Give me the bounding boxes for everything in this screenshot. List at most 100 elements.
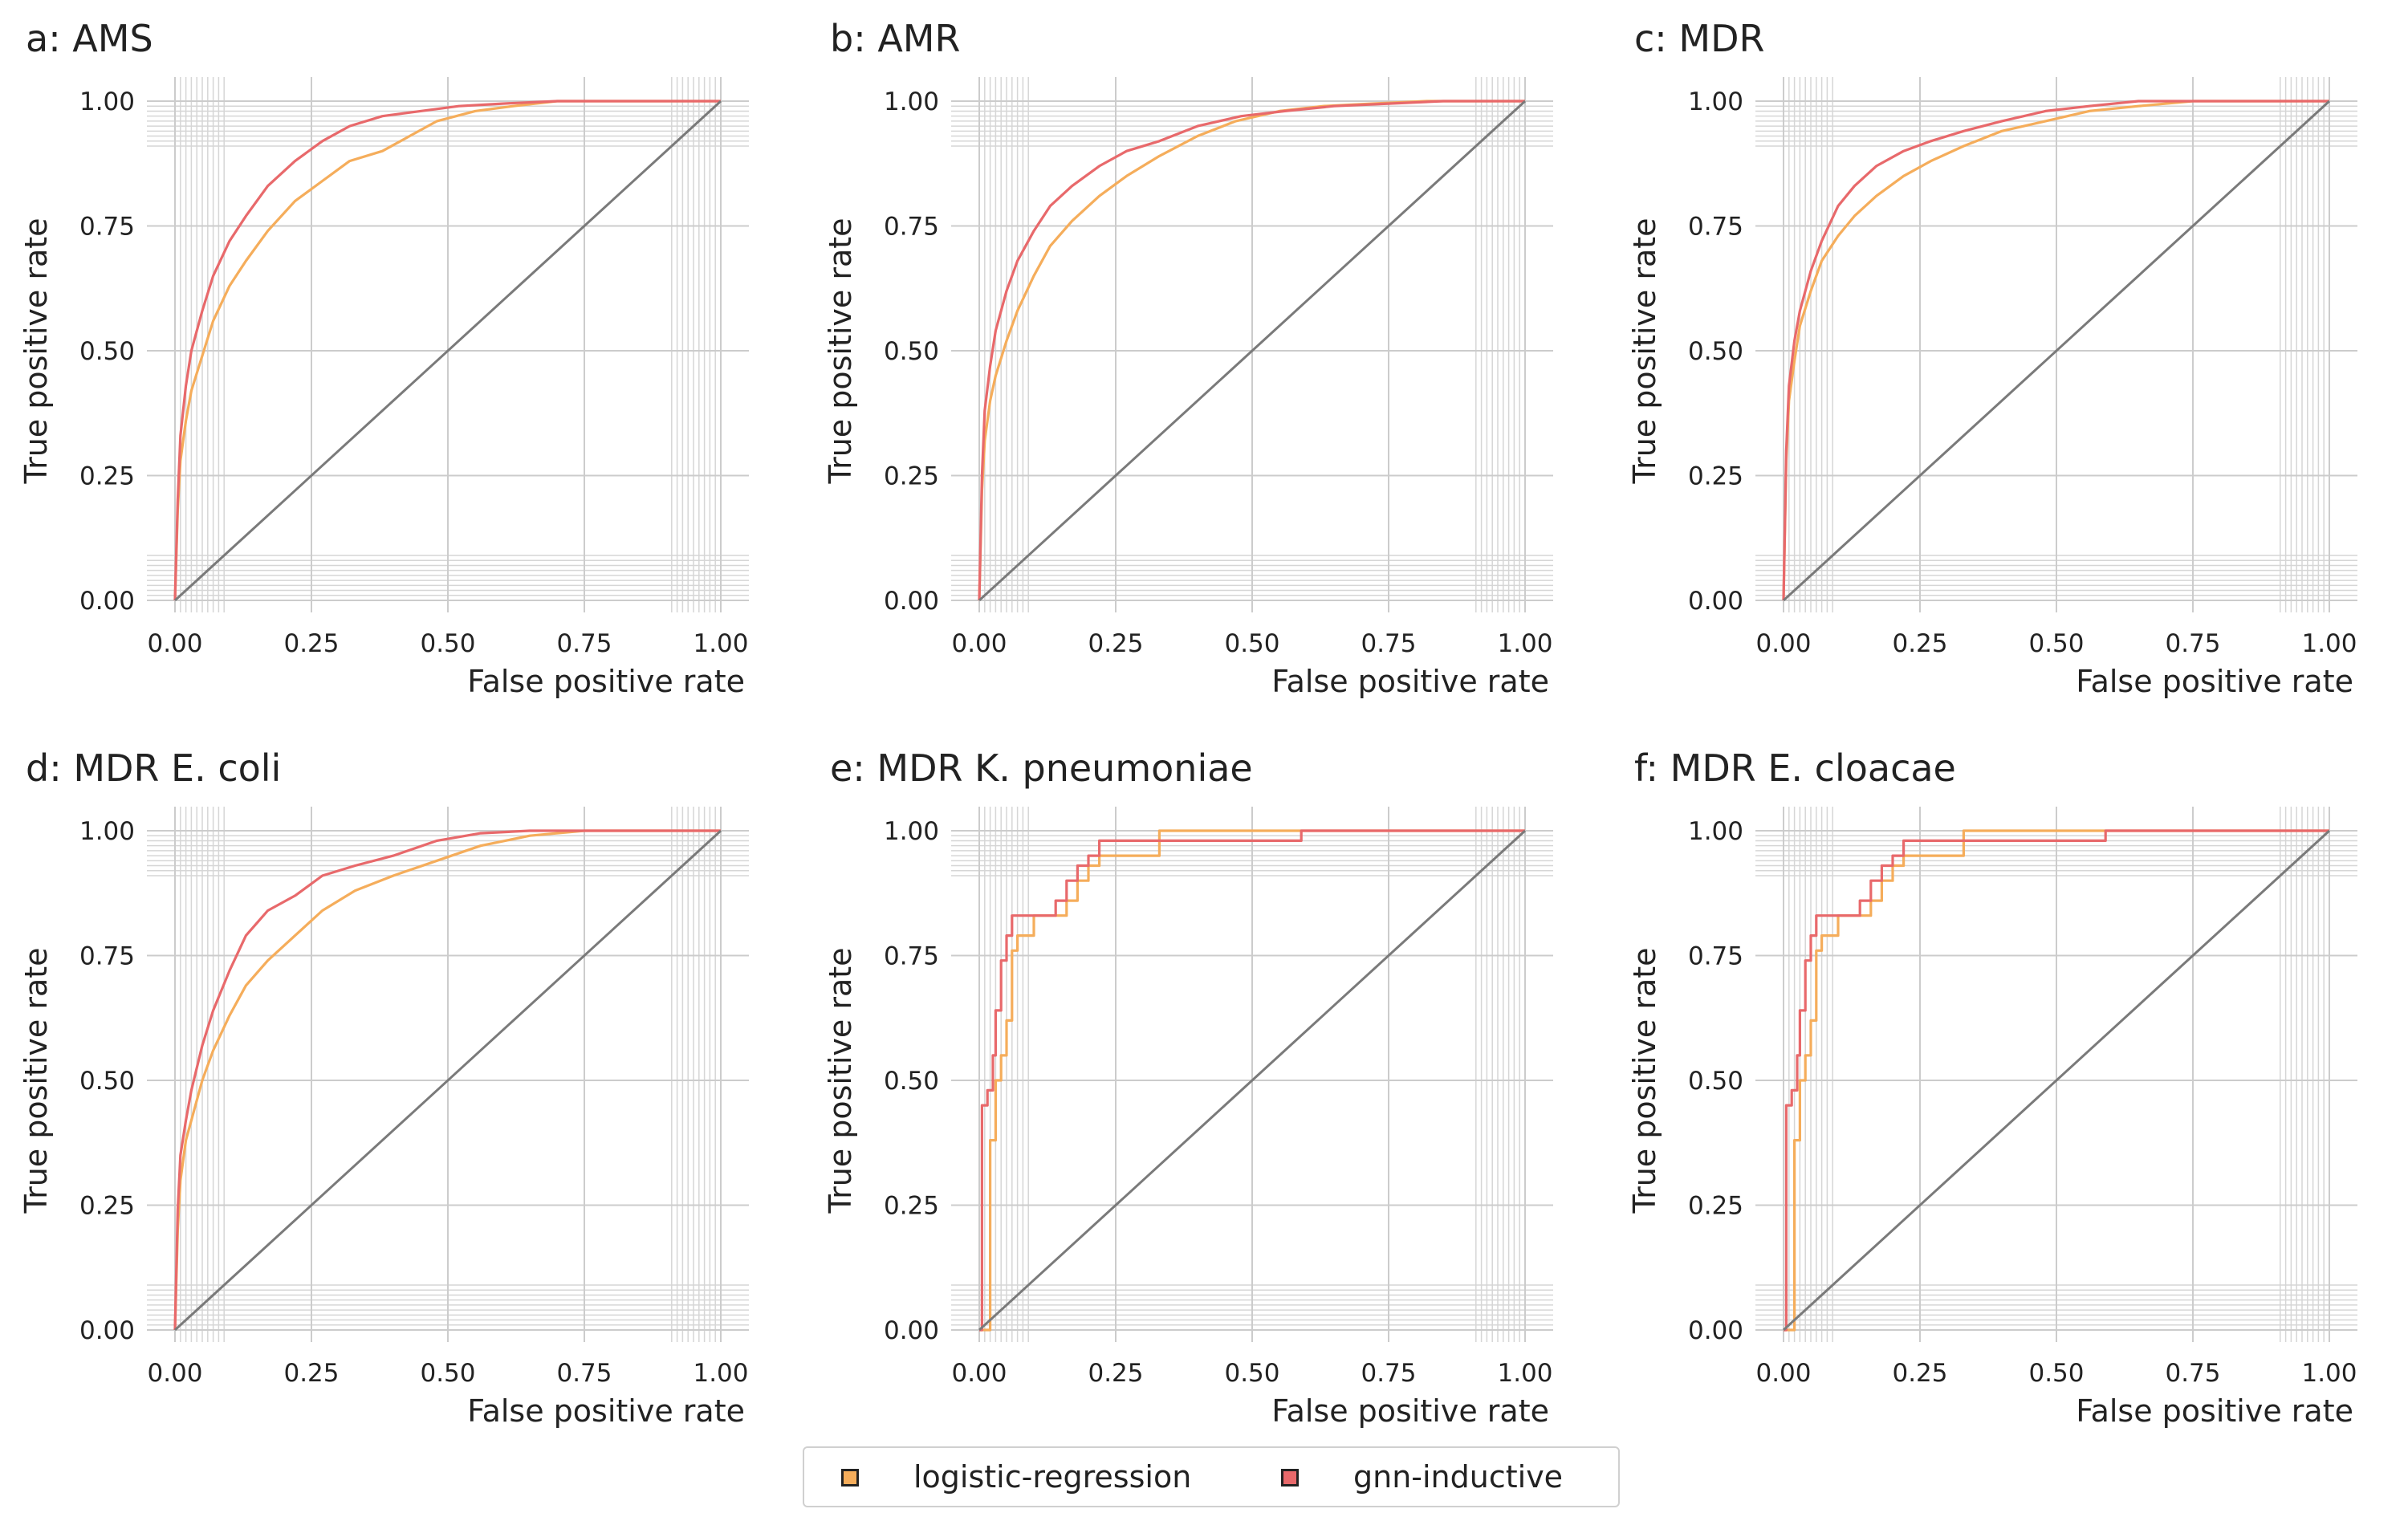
series-gnn-inductive	[173, 100, 721, 601]
y-tick-label: 0.00	[1688, 1316, 1743, 1345]
panel-title: f: MDR E. cloacae	[1634, 746, 1956, 790]
x-tick-label: 0.25	[283, 629, 339, 658]
x-tick-label: 1.00	[693, 629, 748, 658]
y-tick-label: 0.75	[1688, 213, 1743, 242]
x-tick-label: 1.00	[693, 1359, 748, 1388]
x-tick-label: 0.50	[1224, 1359, 1279, 1388]
x-tick-label: 1.00	[1497, 1359, 1552, 1388]
y-tick-label: 0.00	[884, 587, 939, 616]
y-tick-label: 0.75	[79, 942, 135, 971]
y-tick-label: 1.00	[1688, 817, 1743, 846]
x-tick-label: 0.25	[1892, 1359, 1947, 1388]
y-tick-label: 0.25	[79, 462, 135, 491]
x-tick-label: 0.25	[283, 1359, 339, 1388]
x-axis-label: False positive rate	[2076, 1393, 2353, 1429]
series-gnn-inductive	[1784, 829, 2329, 1332]
panel-f: 0.00 0.25 0.50 0.75 1.00 0.00 0.25 0.50 0.75 1.00…	[1627, 746, 2357, 1429]
x-tick-label: 0.25	[1892, 629, 1947, 658]
y-tick-label: 0.00	[79, 587, 135, 616]
series-gnn-inductive	[978, 100, 1525, 601]
diagonal-reference-line	[173, 829, 722, 1332]
panel-title: a: AMS	[26, 17, 153, 60]
x-tick-label: 0.00	[147, 629, 202, 658]
legend: logistic-regression gnn-inductive	[803, 1446, 1620, 1507]
panel-title: b: AMR	[830, 17, 960, 60]
x-tick-label: 0.50	[420, 629, 475, 658]
x-tick-label: 0.75	[2165, 629, 2220, 658]
x-axis-label: False positive rate	[1271, 664, 1549, 699]
y-tick-label: 1.00	[1688, 87, 1743, 116]
series-logistic-regression	[1784, 829, 2329, 1332]
panel-e: 0.00 0.25 0.50 0.75 1.00 0.00 0.25 0.50 0.75 1.00…	[823, 746, 1553, 1429]
x-tick-label: 0.75	[556, 629, 612, 658]
diagonal-reference-line	[173, 100, 722, 602]
y-tick-label: 0.25	[884, 1192, 939, 1221]
y-tick-label: 0.00	[79, 1316, 135, 1345]
diagonal-reference-line	[978, 100, 1527, 602]
legend-label-gnn-inductive: gnn-inductive	[1353, 1459, 1564, 1495]
y-tick-label: 0.25	[1688, 462, 1743, 491]
x-tick-label: 0.50	[2028, 629, 2084, 658]
y-tick-label: 1.00	[884, 87, 939, 116]
y-tick-label: 1.00	[884, 817, 939, 846]
x-tick-label: 0.75	[1361, 1359, 1416, 1388]
x-tick-label: 1.00	[2301, 1359, 2357, 1388]
legend-label-logistic-regression: logistic-regression	[913, 1459, 1192, 1495]
x-tick-label: 0.50	[2028, 1359, 2084, 1388]
y-axis-label: True positive rate	[823, 218, 858, 484]
y-tick-label: 0.75	[1688, 942, 1743, 971]
x-tick-label: 0.00	[1755, 629, 1811, 658]
x-tick-label: 0.00	[147, 1359, 202, 1388]
y-tick-label: 0.75	[884, 942, 939, 971]
series-gnn-inductive	[173, 829, 721, 1331]
x-tick-label: 1.00	[1497, 629, 1552, 658]
y-tick-label: 0.25	[79, 1192, 135, 1221]
legend-swatch-logistic-regression	[841, 1469, 859, 1486]
x-tick-label: 0.25	[1088, 629, 1143, 658]
y-axis-label: True positive rate	[823, 947, 858, 1214]
x-tick-label: 0.00	[951, 1359, 1007, 1388]
y-tick-label: 0.25	[1688, 1192, 1743, 1221]
y-tick-label: 0.25	[884, 462, 939, 491]
panel-title: d: MDR E. coli	[26, 746, 281, 790]
panel-d: 0.00 0.25 0.50 0.75 1.00 0.00 0.25 0.50 0.75 1.00…	[18, 746, 749, 1429]
y-tick-label: 1.00	[79, 817, 135, 846]
y-axis-label: True positive rate	[1627, 218, 1662, 484]
x-axis-label: False positive rate	[467, 1393, 745, 1429]
series-gnn-inductive	[979, 829, 1525, 1332]
x-tick-label: 0.75	[2165, 1359, 2220, 1388]
legend-swatch-gnn-inductive	[1281, 1469, 1299, 1486]
x-axis-label: False positive rate	[467, 664, 745, 699]
y-tick-label: 0.50	[79, 1067, 135, 1096]
panel-a: 0.00 0.25 0.50 0.75 1.00 0.00 0.25 0.50 0.75 1.00…	[18, 17, 749, 699]
x-tick-label: 0.25	[1088, 1359, 1143, 1388]
y-tick-label: 0.00	[884, 1316, 939, 1345]
series-logistic-regression	[979, 829, 1525, 1332]
diagonal-reference-line	[978, 829, 1527, 1332]
y-tick-label: 0.50	[79, 337, 135, 366]
y-tick-label: 0.50	[1688, 1067, 1743, 1096]
x-tick-label: 0.00	[951, 629, 1007, 658]
series-logistic-regression	[1782, 100, 2329, 601]
x-tick-label: 0.75	[556, 1359, 612, 1388]
x-tick-label: 0.50	[1224, 629, 1279, 658]
diagonal-reference-line	[1782, 829, 2331, 1332]
panel-title: e: MDR K. pneumoniae	[830, 746, 1253, 790]
series-logistic-regression	[173, 829, 721, 1331]
y-tick-label: 0.50	[884, 1067, 939, 1096]
y-axis-label: True positive rate	[18, 947, 54, 1214]
x-axis-label: False positive rate	[2076, 664, 2353, 699]
y-tick-label: 0.50	[884, 337, 939, 366]
y-tick-label: 0.75	[79, 213, 135, 242]
x-tick-label: 0.50	[420, 1359, 475, 1388]
panel-b: 0.00 0.25 0.50 0.75 1.00 0.00 0.25 0.50 0.75 1.00…	[823, 17, 1553, 699]
y-tick-label: 0.50	[1688, 337, 1743, 366]
panel-title: c: MDR	[1634, 17, 1764, 60]
x-tick-label: 0.00	[1755, 1359, 1811, 1388]
series-logistic-regression	[173, 100, 721, 601]
x-tick-label: 0.75	[1361, 629, 1416, 658]
series-gnn-inductive	[1782, 100, 2329, 601]
x-tick-label: 1.00	[2301, 629, 2357, 658]
y-axis-label: True positive rate	[18, 218, 54, 484]
